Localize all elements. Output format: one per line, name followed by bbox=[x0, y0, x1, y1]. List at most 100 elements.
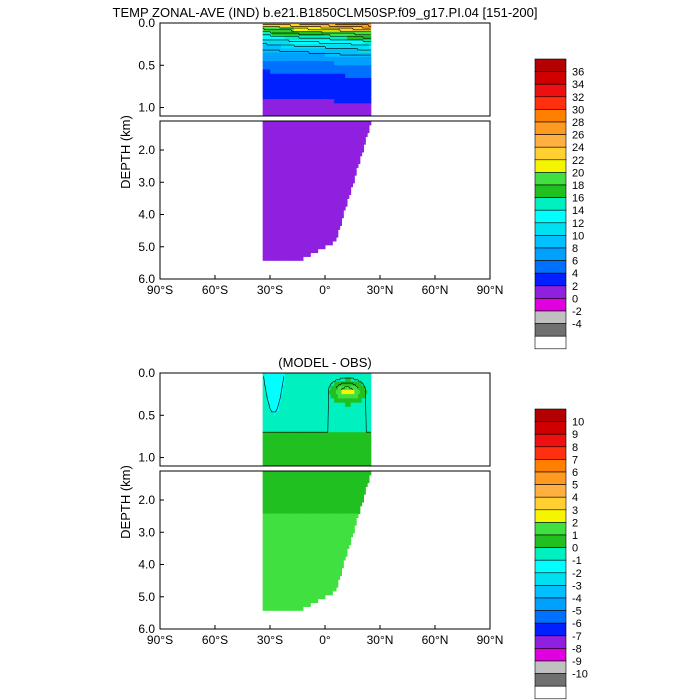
field-cell bbox=[323, 107, 326, 113]
field-cell bbox=[292, 209, 295, 215]
field-cell bbox=[288, 427, 291, 433]
field-cell bbox=[319, 90, 322, 96]
field-cell bbox=[295, 406, 298, 412]
field-cell bbox=[268, 244, 271, 250]
field-cell bbox=[358, 99, 361, 104]
field-cell bbox=[286, 240, 289, 246]
field-cell bbox=[356, 163, 359, 168]
field-cell bbox=[286, 598, 289, 604]
field-cell bbox=[336, 163, 339, 168]
field-cell bbox=[262, 90, 265, 96]
field-cell bbox=[315, 237, 319, 242]
field-cell bbox=[290, 202, 293, 207]
field-cell bbox=[369, 402, 372, 408]
field-cell bbox=[262, 440, 265, 446]
field-cell bbox=[321, 449, 324, 454]
field-cell bbox=[303, 461, 306, 466]
field-cell bbox=[262, 99, 265, 104]
field-cell bbox=[365, 373, 368, 378]
field-cell bbox=[275, 52, 278, 58]
field-cell bbox=[292, 182, 295, 188]
field-cell bbox=[292, 190, 295, 196]
field-cell bbox=[348, 377, 352, 382]
field-cell bbox=[286, 394, 289, 399]
field-cell bbox=[304, 136, 308, 141]
field-cell bbox=[343, 103, 346, 109]
field-cell bbox=[286, 175, 289, 180]
field-cell bbox=[290, 73, 293, 79]
field-cell bbox=[328, 419, 331, 425]
field-cell bbox=[290, 190, 293, 196]
field-cell bbox=[281, 575, 284, 580]
field-cell bbox=[352, 124, 355, 130]
field-cell bbox=[341, 23, 344, 28]
field-cell bbox=[326, 457, 330, 463]
field-cell bbox=[262, 206, 265, 211]
field-cell bbox=[292, 556, 295, 561]
field-cell bbox=[336, 225, 339, 230]
field-cell bbox=[295, 432, 298, 437]
field-cell bbox=[352, 415, 355, 420]
field-cell bbox=[343, 140, 346, 145]
field-cell bbox=[290, 478, 293, 484]
field-cell bbox=[352, 377, 355, 382]
field-cell bbox=[317, 213, 320, 219]
field-cell bbox=[282, 213, 286, 219]
field-cell bbox=[297, 394, 300, 399]
field-cell bbox=[297, 175, 300, 180]
field-cell bbox=[365, 440, 368, 446]
field-cell bbox=[337, 99, 341, 104]
field-cell bbox=[271, 217, 275, 223]
field-cell bbox=[350, 175, 353, 180]
field-cell bbox=[354, 167, 357, 172]
field-cell bbox=[332, 44, 335, 49]
field-cell bbox=[286, 252, 289, 257]
field-cell bbox=[312, 229, 315, 234]
field-cell bbox=[361, 457, 364, 463]
field-cell bbox=[354, 453, 357, 459]
field-cell bbox=[292, 449, 295, 454]
field-cell bbox=[279, 233, 282, 238]
field-cell bbox=[363, 31, 366, 37]
field-cell bbox=[317, 132, 320, 137]
field-cell bbox=[271, 179, 275, 184]
field-cell bbox=[348, 406, 352, 412]
field-cell bbox=[319, 148, 322, 153]
field-cell bbox=[266, 571, 269, 576]
field-cell bbox=[341, 194, 344, 199]
field-cell bbox=[262, 23, 265, 28]
field-cell bbox=[264, 128, 267, 134]
field-cell bbox=[317, 65, 320, 70]
field-cell bbox=[330, 402, 333, 408]
field-cell bbox=[277, 394, 280, 399]
field-cell bbox=[281, 171, 284, 176]
field-cell bbox=[304, 65, 308, 70]
field-cell bbox=[277, 198, 280, 203]
field-cell bbox=[308, 90, 311, 96]
field-cell bbox=[268, 559, 271, 565]
field-cell bbox=[303, 155, 306, 161]
field-cell bbox=[271, 77, 275, 83]
field-cell bbox=[332, 373, 335, 378]
field-cell bbox=[273, 144, 276, 149]
colorbar-label: -4 bbox=[572, 319, 582, 331]
field-cell bbox=[354, 136, 357, 141]
field-cell bbox=[348, 136, 352, 141]
field-cell bbox=[284, 432, 287, 437]
field-cell bbox=[330, 415, 333, 420]
field-cell bbox=[282, 175, 286, 180]
field-cell bbox=[314, 213, 317, 219]
field-cell bbox=[361, 432, 364, 437]
field-cell bbox=[304, 381, 308, 387]
field-cell bbox=[266, 602, 269, 607]
field-cell bbox=[323, 182, 326, 188]
field-cell bbox=[273, 598, 276, 604]
field-cell bbox=[343, 186, 346, 192]
field-cell bbox=[334, 65, 337, 70]
field-cell bbox=[315, 144, 319, 149]
field-cell bbox=[321, 206, 324, 211]
contour-line bbox=[335, 382, 359, 389]
field-cell bbox=[292, 198, 295, 203]
field-cell bbox=[293, 394, 297, 399]
field-cell bbox=[299, 90, 302, 96]
